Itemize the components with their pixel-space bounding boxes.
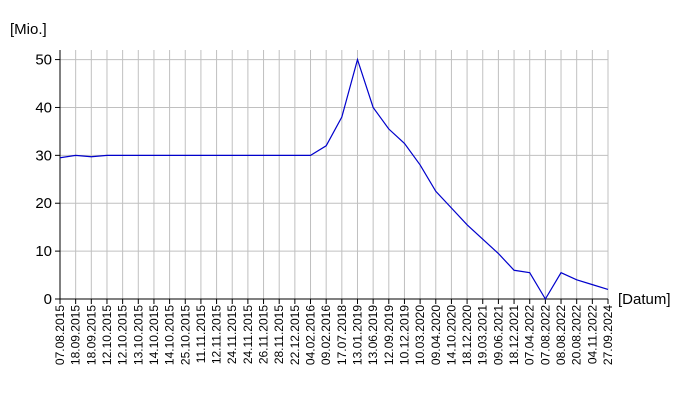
y-tick-label: 10 (35, 243, 52, 260)
x-tick-label: 24.11.2015 (225, 305, 239, 364)
x-tick-label: 18.12.2020 (460, 305, 474, 365)
x-tick-label: 12.11.2015 (210, 305, 224, 364)
y-tick-label: 40 (35, 99, 52, 116)
x-tick-label: 10.12.2019 (397, 305, 411, 365)
x-tick-label: 19.03.2021 (476, 305, 490, 365)
x-tick-label: 22.12.2015 (288, 305, 302, 365)
x-tick-label: 14.10.2015 (147, 305, 161, 365)
x-tick-label: 24.11.2015 (241, 305, 255, 364)
y-tick-label: 30 (35, 147, 52, 164)
data-line (59, 57, 609, 301)
x-tick-label: 09.06.2021 (491, 305, 505, 365)
x-tick-label: 14.10.2015 (163, 305, 177, 365)
x-tick-label: 04.02.2016 (304, 305, 318, 365)
x-tick-label: 13.06.2019 (366, 305, 380, 365)
y-axis-label: [Mio.] (10, 21, 47, 38)
y-tick-label: 0 (44, 291, 52, 308)
x-tick-label: 13.01.2019 (350, 305, 364, 365)
x-tick-label: 18.09.2015 (69, 305, 83, 365)
x-tick-label: 25.10.2015 (178, 305, 192, 365)
x-tick-label: 10.03.2020 (413, 305, 427, 365)
x-tick-label: 12.09.2019 (382, 305, 396, 365)
x-tick-label: 14.10.2020 (444, 305, 458, 365)
x-tick-label: 20.08.2022 (570, 305, 584, 365)
y-tick-label: 20 (35, 195, 52, 212)
x-tick-label: 13.10.2015 (131, 305, 145, 365)
x-tick-label: 09.04.2020 (429, 305, 443, 365)
x-tick-label: 17.07.2018 (335, 305, 349, 365)
x-tick-label: 12.10.2015 (100, 305, 114, 365)
x-tick-label: 18.09.2015 (84, 305, 98, 365)
x-tick-label: 26.11.2015 (257, 305, 271, 364)
y-tick-label: 50 (35, 52, 52, 69)
x-tick-label: 28.11.2015 (272, 305, 286, 364)
x-tick-label: 18.12.2021 (507, 305, 521, 365)
x-axis-label: [Datum] (618, 291, 671, 308)
x-tick-label: 08.08.2022 (554, 305, 568, 365)
x-tick-label: 07.04.2022 (523, 305, 537, 365)
x-tick-label: 09.02.2016 (319, 305, 333, 365)
x-tick-label: 27.09.2024 (601, 305, 615, 365)
x-tick-label: 04.11.2022 (585, 305, 599, 364)
x-tick-label: 07.08.2015 (53, 305, 67, 365)
x-tick-label: 11.11.2015 (194, 305, 208, 364)
x-tick-label: 07.08.2022 (538, 305, 552, 365)
x-tick-label: 12.10.2015 (116, 305, 130, 365)
